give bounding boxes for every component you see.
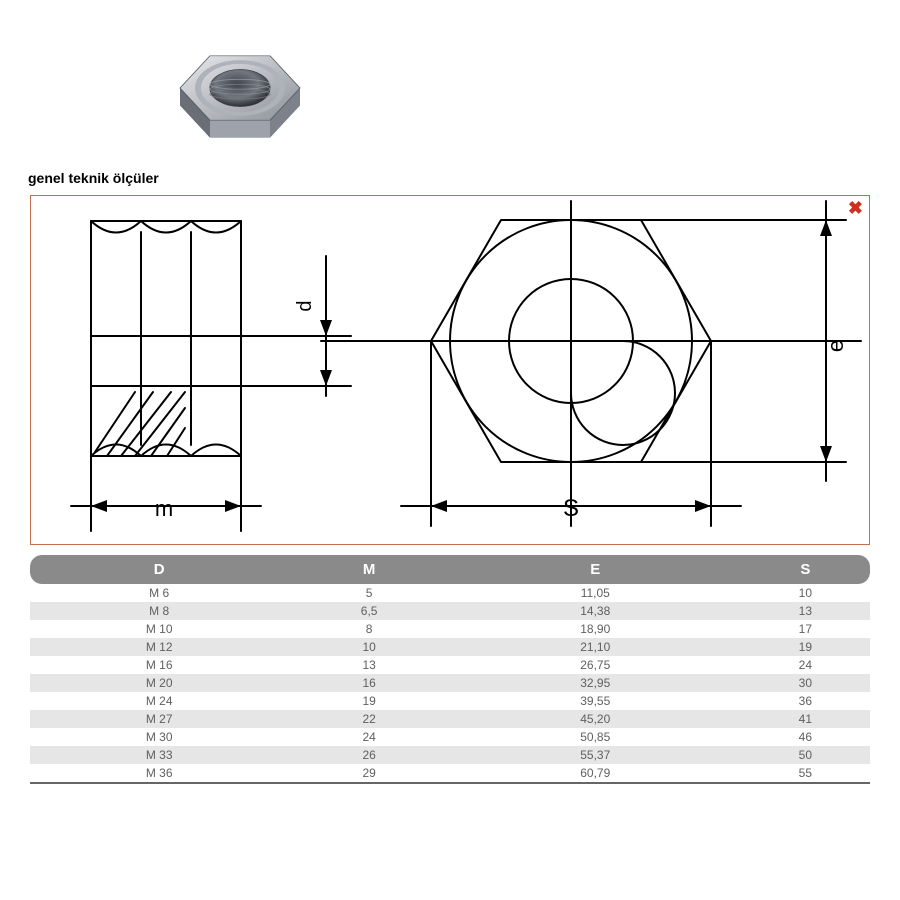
table-row: M 201632,9530	[30, 674, 870, 692]
table-row: M 332655,3750	[30, 746, 870, 764]
table-cell: 60,79	[450, 764, 741, 783]
table-cell: 17	[741, 620, 870, 638]
table-cell: 46	[741, 728, 870, 746]
table-cell: 11,05	[450, 584, 741, 602]
table-row: M 6511,0510	[30, 584, 870, 602]
table-cell: 41	[741, 710, 870, 728]
table-cell: 24	[741, 656, 870, 674]
table-cell: 32,95	[450, 674, 741, 692]
dim-label-e: e	[823, 340, 848, 352]
table-cell: 29	[288, 764, 450, 783]
table-cell: 5	[288, 584, 450, 602]
table-cell: 50	[741, 746, 870, 764]
table-cell: 26	[288, 746, 450, 764]
table-cell: M 20	[30, 674, 288, 692]
table-header: S	[741, 555, 870, 584]
table-cell: M 30	[30, 728, 288, 746]
table-cell: 13	[741, 602, 870, 620]
table-cell: 24	[288, 728, 450, 746]
technical-diagram: ✖	[30, 195, 870, 545]
dim-label-s: S	[563, 495, 579, 522]
table-row: M 161326,7524	[30, 656, 870, 674]
table-cell: 45,20	[450, 710, 741, 728]
table-header: M	[288, 555, 450, 584]
table-cell: 19	[288, 692, 450, 710]
table-cell: M 10	[30, 620, 288, 638]
dimensions-table: DMES M 6511,0510M 86,514,3813M 10818,901…	[30, 555, 870, 784]
table-cell: M 6	[30, 584, 288, 602]
table-cell: 50,85	[450, 728, 741, 746]
table-row: M 10818,9017	[30, 620, 870, 638]
table-cell: M 8	[30, 602, 288, 620]
table-cell: M 24	[30, 692, 288, 710]
table-cell: 36	[741, 692, 870, 710]
dim-label-m: m	[155, 496, 173, 521]
table-cell: 13	[288, 656, 450, 674]
table-cell: 55	[741, 764, 870, 783]
table-row: M 121021,1019	[30, 638, 870, 656]
table-row: M 302450,8546	[30, 728, 870, 746]
table-cell: 39,55	[450, 692, 741, 710]
table-cell: 6,5	[288, 602, 450, 620]
table-row: M 241939,5536	[30, 692, 870, 710]
table-cell: M 33	[30, 746, 288, 764]
table-cell: M 27	[30, 710, 288, 728]
table-row: M 362960,7955	[30, 764, 870, 783]
table-cell: 26,75	[450, 656, 741, 674]
table-cell: 14,38	[450, 602, 741, 620]
close-icon[interactable]: ✖	[848, 198, 863, 219]
table-cell: 22	[288, 710, 450, 728]
table-cell: 18,90	[450, 620, 741, 638]
table-cell: 21,10	[450, 638, 741, 656]
section-subtitle: genel teknik ölçüler	[28, 170, 159, 186]
table-cell: 8	[288, 620, 450, 638]
table-cell: M 36	[30, 764, 288, 783]
table-cell: M 16	[30, 656, 288, 674]
table-cell: 10	[288, 638, 450, 656]
table-cell: M 12	[30, 638, 288, 656]
table-header: D	[30, 555, 288, 584]
dim-label-d: d	[294, 300, 316, 311]
table-cell: 19	[741, 638, 870, 656]
table-cell: 16	[288, 674, 450, 692]
table-row: M 86,514,3813	[30, 602, 870, 620]
table-cell: 10	[741, 584, 870, 602]
table-header: E	[450, 555, 741, 584]
product-photo	[160, 10, 320, 160]
table-cell: 55,37	[450, 746, 741, 764]
table-row: M 272245,2041	[30, 710, 870, 728]
table-cell: 30	[741, 674, 870, 692]
